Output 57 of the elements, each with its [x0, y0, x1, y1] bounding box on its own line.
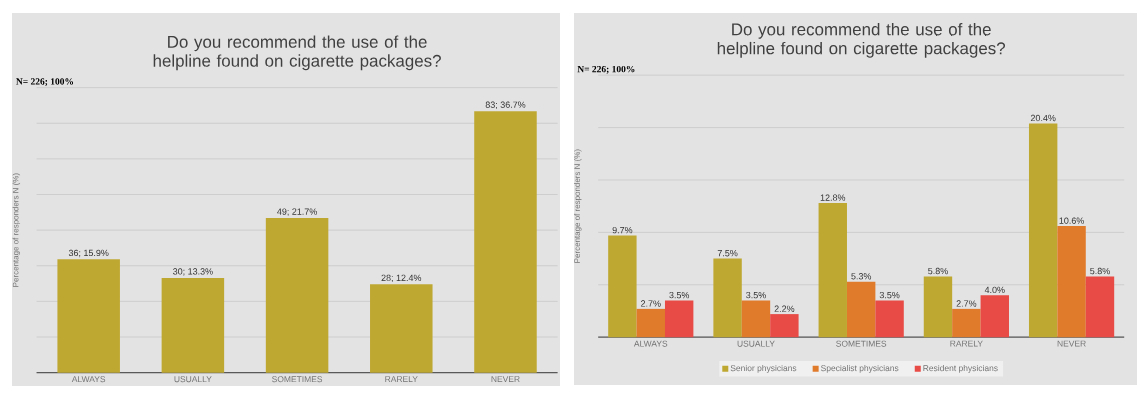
bar	[770, 314, 799, 338]
x-tick-label: USUALLY	[174, 376, 212, 383]
bar	[265, 218, 329, 373]
x-tick-label: RARELY	[950, 340, 983, 347]
data-label: 2.7%	[956, 300, 977, 307]
bar	[875, 300, 904, 338]
text: N= 226; 100%	[16, 78, 74, 87]
text: N= 226; 100%	[577, 65, 635, 74]
bar	[608, 235, 637, 338]
data-label: 5.8%	[928, 267, 948, 275]
legend-label: Resident physicians	[923, 364, 998, 373]
data-label: 3.5%	[879, 291, 900, 299]
bar	[741, 300, 771, 338]
data-label: 3.5%	[669, 291, 690, 299]
bar	[474, 111, 537, 373]
data-label: 36; 15.9%	[68, 249, 109, 258]
bar	[1057, 226, 1086, 338]
data-label: 5.8%	[1090, 267, 1110, 275]
bar	[1085, 276, 1115, 338]
data-label: 2.2%	[774, 305, 795, 312]
bar	[923, 276, 953, 338]
data-label: 12.8%	[820, 194, 846, 201]
x-tick-label: NEVER	[1057, 340, 1086, 347]
bar	[846, 281, 876, 338]
bar	[952, 308, 981, 338]
bar	[161, 277, 225, 373]
data-label: 2.7%	[641, 300, 661, 307]
data-label: 10.6%	[1059, 217, 1084, 224]
data-label: 20.4%	[1030, 114, 1056, 122]
legend-label: Senior physicians	[730, 364, 797, 373]
x-tick-label: ALWAYS	[633, 340, 668, 347]
data-label: 28; 12.4%	[381, 274, 422, 283]
bar	[980, 295, 1009, 338]
bar	[713, 258, 742, 338]
data-label: 30; 13.3%	[173, 268, 213, 276]
data-label: 83; 36.7%	[485, 101, 526, 109]
data-label: 3.5%	[746, 291, 766, 299]
chart-title: Do you recommend the use of the helpline found on cigarette packages?	[153, 35, 441, 71]
x-tick-label: ALWAYS	[71, 376, 106, 383]
bar	[664, 300, 694, 338]
x-tick-label: RARELY	[385, 376, 418, 382]
data-label: 5.3%	[851, 273, 872, 280]
x-tick-label: SOMETIMES	[272, 376, 323, 383]
bar	[370, 284, 433, 373]
bar	[57, 259, 120, 373]
data-label: 9.7%	[612, 226, 633, 234]
x-tick-label: NEVER	[491, 376, 520, 382]
data-label: 49; 21.7%	[277, 208, 317, 216]
legend-label: Specialist physicians	[821, 364, 899, 373]
chart-title: Do you recommend the use of the helpline found on cigarette packages?	[717, 22, 1006, 58]
bar	[636, 308, 665, 338]
data-label: 4.0%	[984, 286, 1005, 294]
x-tick-label: USUALLY	[737, 340, 775, 347]
data-label: 7.5%	[717, 250, 738, 257]
x-tick-label: SOMETIMES	[836, 340, 887, 347]
bar	[1028, 123, 1058, 338]
bar	[818, 203, 847, 338]
